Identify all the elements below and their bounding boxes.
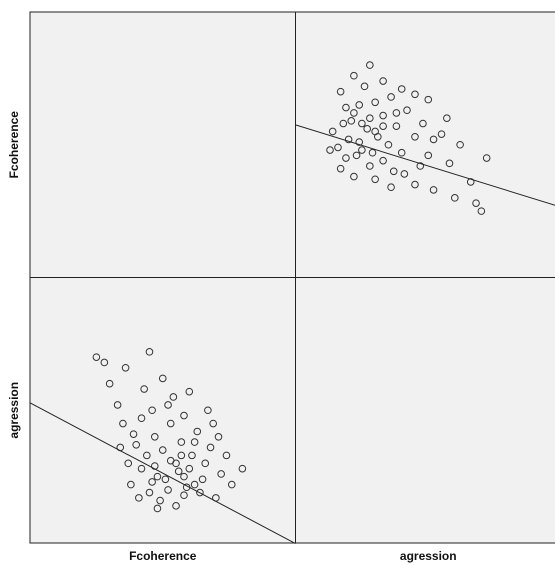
panel	[30, 12, 296, 278]
row-label: agression	[7, 382, 21, 439]
row-label: Fcoherence	[7, 111, 21, 179]
column-label: Fcoherence	[129, 549, 197, 563]
panel	[296, 278, 555, 544]
column-label: agression	[400, 549, 457, 563]
chart: Fcoherence Fcoherence agression agression	[0, 0, 555, 565]
panel	[296, 12, 555, 278]
